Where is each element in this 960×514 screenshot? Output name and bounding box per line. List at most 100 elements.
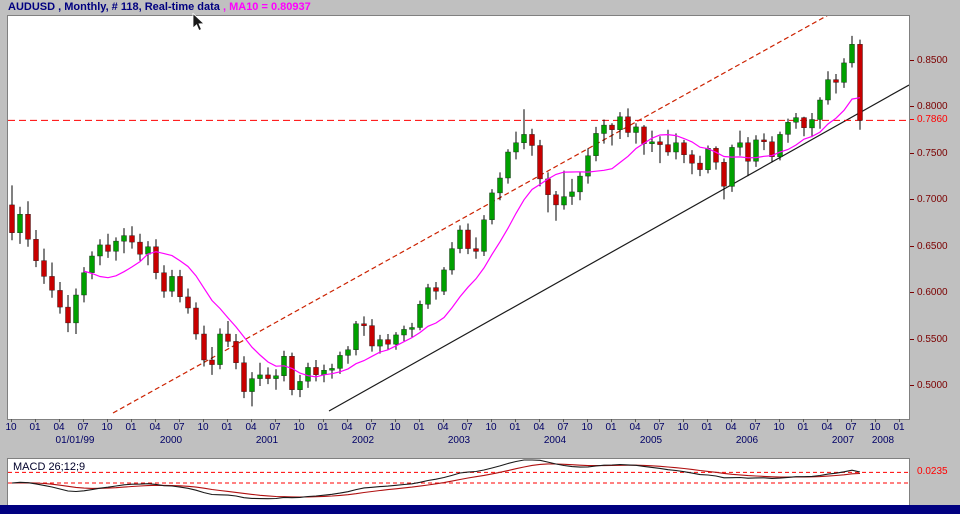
pane-splitter[interactable] [0, 453, 960, 457]
month-tick-label: 04 [437, 422, 449, 433]
month-tick-label: 04 [725, 422, 737, 433]
time-tick-mark [179, 419, 180, 422]
month-tick-label: 07 [365, 422, 377, 433]
month-tick-label: 04 [149, 422, 161, 433]
month-tick-label: 10 [5, 422, 17, 433]
time-tick-mark [83, 419, 84, 422]
time-tick-mark [347, 419, 348, 422]
time-tick-mark [875, 419, 876, 422]
month-tick-label: 10 [101, 422, 113, 433]
time-tick-mark [443, 419, 444, 422]
time-tick-mark [275, 419, 276, 422]
time-tick-mark [659, 419, 660, 422]
price-tick-mark [910, 60, 914, 61]
time-tick-mark [731, 419, 732, 422]
time-tick-mark [203, 419, 204, 422]
macd-panel[interactable]: MACD 26;12;9 [7, 458, 910, 506]
price-tick-mark [910, 385, 914, 386]
price-tick-mark [910, 339, 914, 340]
month-tick-label: 10 [293, 422, 305, 433]
price-axis: 0.8500 0.8000 0.7500 0.7000 0.6500 0.6000 0.55… [910, 15, 960, 418]
month-tick-label: 01 [893, 422, 905, 433]
price-chart-canvas[interactable] [8, 16, 909, 419]
month-tick-label: 04 [245, 422, 257, 433]
price-tick-label: 0.7500 [917, 148, 948, 159]
time-tick-mark [11, 419, 12, 422]
month-tick-label: 04 [629, 422, 641, 433]
price-tick-label: 0.5500 [917, 334, 948, 345]
price-tick-mark [910, 119, 914, 120]
month-tick-label: 07 [749, 422, 761, 433]
time-axis: 10 01 04 07 10 01 04 07 10 01 04 07 10 01 04 07 10 01 04 07… [5, 419, 908, 453]
price-tick-mark [910, 246, 914, 247]
time-tick-mark [827, 419, 828, 422]
macd-signal-line [11, 463, 861, 498]
year-tick-label: 2005 [639, 435, 663, 446]
month-tick-label: 10 [773, 422, 785, 433]
month-tick-label: 07 [77, 422, 89, 433]
time-tick-mark [395, 419, 396, 422]
chart-title: AUDUSD , Monthly, # 118, Real-time data [8, 1, 223, 13]
year-tick-label: 01/01/99 [55, 435, 95, 446]
time-tick-mark [515, 419, 516, 422]
time-tick-mark [251, 419, 252, 422]
macd-line [11, 459, 861, 500]
year-tick-label: 2006 [735, 435, 759, 446]
price-tick-label: 0.6500 [917, 241, 948, 252]
time-tick-mark [467, 419, 468, 422]
month-tick-label: 01 [605, 422, 617, 433]
time-tick-mark [539, 419, 540, 422]
time-tick-mark [59, 419, 60, 422]
month-tick-label: 01 [509, 422, 521, 433]
month-tick-label: 04 [821, 422, 833, 433]
month-tick-label: 01 [317, 422, 329, 433]
year-tick-label: 2007 [831, 435, 855, 446]
month-tick-label: 07 [845, 422, 857, 433]
month-tick-label: 10 [677, 422, 689, 433]
price-tick-label: 0.8000 [917, 101, 948, 112]
time-tick-mark [803, 419, 804, 422]
ma10-line [83, 97, 861, 378]
time-tick-mark [299, 419, 300, 422]
month-tick-label: 01 [29, 422, 41, 433]
time-tick-mark [131, 419, 132, 422]
candlesticks [9, 35, 863, 407]
month-tick-label: 04 [53, 422, 65, 433]
price-tick-mark [910, 106, 914, 107]
month-tick-label: 10 [197, 422, 209, 433]
time-tick-mark [851, 419, 852, 422]
month-tick-label: 07 [461, 422, 473, 433]
time-tick-mark [227, 419, 228, 422]
year-tick-label: 2001 [255, 435, 279, 446]
price-chart-panel[interactable] [7, 15, 910, 420]
year-tick-label: 2008 [871, 435, 895, 446]
macd-value-label: 0.0235 [917, 466, 948, 477]
month-tick-label: 10 [869, 422, 881, 433]
price-tick-label: 0.6000 [917, 287, 948, 298]
month-tick-label: 07 [269, 422, 281, 433]
current-price-label: 0.7860 [917, 114, 948, 125]
macd-indicator-label: MACD 26;12;9 [13, 461, 86, 473]
mouse-cursor-icon [192, 13, 205, 32]
month-tick-label: 01 [125, 422, 137, 433]
month-tick-label: 07 [557, 422, 569, 433]
year-tick-label: 2003 [447, 435, 471, 446]
macd-axis: 0.0235 [910, 458, 960, 504]
ascending-support-line[interactable] [328, 84, 909, 412]
time-tick-mark [779, 419, 780, 422]
time-tick-mark [35, 419, 36, 422]
price-tick-mark [910, 292, 914, 293]
month-tick-label: 01 [797, 422, 809, 433]
month-tick-label: 10 [485, 422, 497, 433]
time-tick-mark [707, 419, 708, 422]
time-tick-mark [107, 419, 108, 422]
price-tick-label: 0.5000 [917, 380, 948, 391]
time-tick-mark [491, 419, 492, 422]
year-tick-label: 2000 [159, 435, 183, 446]
price-tick-mark [910, 153, 914, 154]
window-bottom-bar [0, 505, 960, 514]
price-tick-label: 0.7000 [917, 194, 948, 205]
macd-canvas[interactable] [8, 459, 909, 505]
year-tick-label: 2002 [351, 435, 375, 446]
